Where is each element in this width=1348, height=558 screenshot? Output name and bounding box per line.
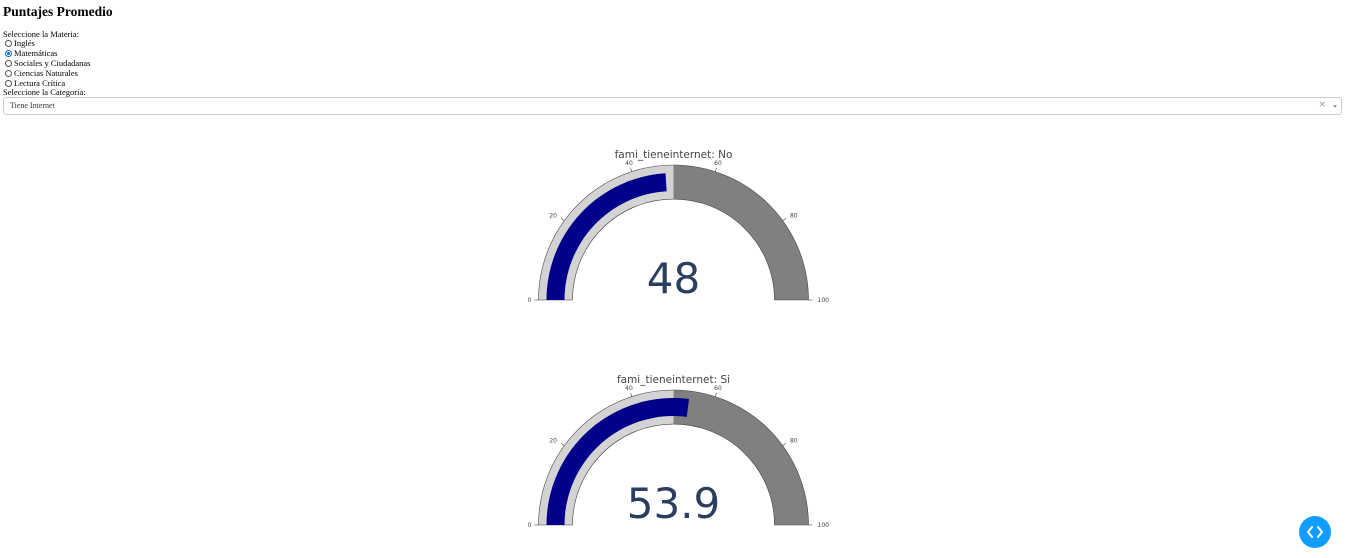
gauge-tick-label: 100 bbox=[818, 297, 830, 304]
gauge-tick-label: 60 bbox=[714, 160, 722, 167]
materia-option-label: Sociales y Ciudadanas bbox=[14, 58, 91, 68]
categoria-dropdown[interactable]: Tiene Internet × bbox=[3, 97, 1342, 115]
gauge-tick-mark bbox=[714, 167, 717, 172]
code-chevrons-icon bbox=[1307, 526, 1323, 538]
gauge-tick-mark bbox=[560, 443, 565, 446]
materia-option[interactable]: Lectura Crítica bbox=[5, 78, 90, 88]
categoria-dropdown-value: Tiene Internet bbox=[10, 101, 55, 110]
materia-option-label: Lectura Crítica bbox=[14, 78, 66, 88]
gauge-tick-label: 20 bbox=[549, 212, 557, 219]
gauge-tick-label: 0 bbox=[528, 522, 532, 529]
categoria-label: Seleccione la Categoría: bbox=[3, 87, 86, 97]
gauge-tick-mark bbox=[630, 167, 633, 172]
gauge-tick-mark bbox=[782, 443, 787, 446]
gauge-tick-label: 80 bbox=[790, 212, 798, 219]
radio-button[interactable] bbox=[5, 79, 12, 87]
gauge-tick-label: 0 bbox=[528, 297, 532, 304]
radio-button[interactable] bbox=[5, 69, 12, 77]
page-title: Puntajes Promedio bbox=[3, 4, 113, 19]
gauge-value-bar bbox=[546, 398, 690, 525]
gauge-number: 48 bbox=[647, 254, 700, 303]
gauge-tick-label: 40 bbox=[625, 385, 633, 392]
gauge-tick-label: 40 bbox=[625, 160, 633, 167]
gauge-tick-label: 80 bbox=[790, 437, 798, 444]
gauge-svg-si: fami_tieneinternet: Si 0 20 40 60 80 100 53.9 bbox=[528, 374, 830, 529]
gauge-tick-mark bbox=[630, 392, 633, 397]
gauge-band-low bbox=[538, 390, 674, 525]
gauge-title: fami_tieneinternet: No bbox=[615, 149, 733, 161]
gauge-tick-label: 20 bbox=[549, 437, 557, 444]
gauge-chart-si: fami_tieneinternet: Si 0 20 40 60 80 100 53.9 bbox=[520, 371, 830, 541]
materia-option-label: Ciencias Naturales bbox=[14, 68, 78, 78]
materia-radio-group[interactable]: Inglés Matemáticas Sociales y Ciudadanas Ci… bbox=[5, 38, 90, 88]
radio-button[interactable] bbox=[5, 39, 12, 47]
gauge-title: fami_tieneinternet: Si bbox=[617, 374, 730, 386]
gauge-number: 53.9 bbox=[627, 479, 721, 528]
gauge-tick-mark bbox=[714, 392, 717, 397]
materia-option[interactable]: Matemáticas bbox=[5, 48, 90, 58]
gauge-value-bar bbox=[546, 173, 667, 300]
gauge-outline bbox=[538, 164, 809, 301]
gauge-svg-no: fami_tieneinternet: No 0 20 40 60 80 100 48 bbox=[528, 149, 830, 304]
radio-button[interactable] bbox=[5, 59, 12, 67]
gauge-band-high bbox=[673, 390, 809, 525]
materia-option[interactable]: Sociales y Ciudadanas bbox=[5, 58, 90, 68]
materia-option-label: Inglés bbox=[14, 38, 35, 48]
gauge-tick-mark bbox=[782, 218, 787, 221]
materia-label: Seleccione la Materia: bbox=[3, 29, 79, 39]
gauge-chart-no: fami_tieneinternet: No 0 20 40 60 80 100 48 bbox=[520, 146, 830, 316]
gauge-band-low bbox=[538, 165, 674, 300]
gauge-band-high bbox=[673, 165, 809, 300]
debug-menu-button[interactable] bbox=[1299, 516, 1331, 548]
materia-option[interactable]: Ciencias Naturales bbox=[5, 68, 90, 78]
radio-button[interactable] bbox=[5, 49, 12, 57]
materia-option[interactable]: Inglés bbox=[5, 38, 90, 48]
materia-option-label: Matemáticas bbox=[14, 48, 58, 58]
gauge-tick-label: 100 bbox=[818, 522, 830, 529]
chevron-down-icon[interactable] bbox=[1333, 105, 1337, 108]
gauge-tick-mark bbox=[560, 218, 565, 221]
clear-icon[interactable]: × bbox=[1318, 100, 1326, 110]
gauge-tick-label: 60 bbox=[714, 385, 722, 392]
gauge-outline bbox=[538, 389, 809, 526]
